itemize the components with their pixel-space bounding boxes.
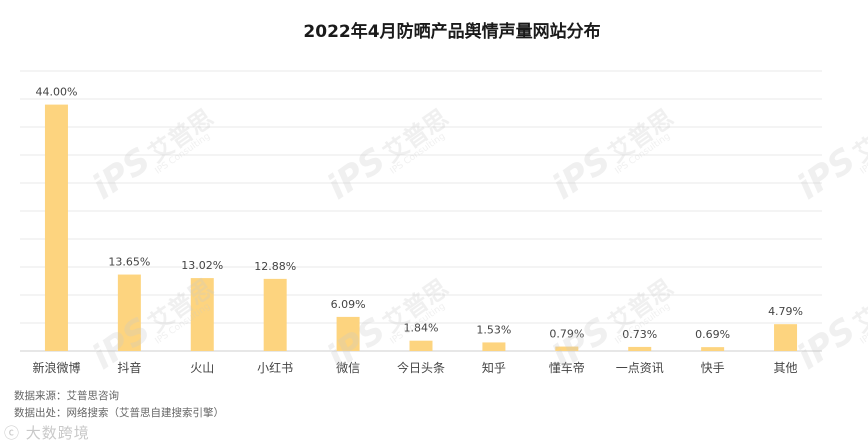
category-label: 今日头条 [397,360,445,375]
value-label: 13.02% [181,259,223,272]
value-label: 6.09% [331,298,366,311]
category-label: 小红书 [257,360,293,375]
chart-title: 2022年4月防晒产品舆情声量网站分布 [303,21,600,42]
brand-text: 大数跨境 [25,424,90,442]
bar [263,278,287,351]
brand-mark: ⓒ 大数跨境 [4,422,90,443]
category-labels: 新浪微博 抖音 火山 小红书 微信 今日头条 知乎 懂车帝 一点资讯 快手 其他 [32,360,797,375]
gridlines [20,70,822,352]
bar [482,342,506,351]
bar [628,346,652,351]
bar [774,324,798,351]
bar [117,274,141,351]
category-label: 微信 [336,361,360,375]
value-label: 1.84% [404,322,439,335]
value-label: 0.79% [549,328,584,341]
category-label: 其他 [774,361,798,375]
value-label: 44.00% [35,86,77,99]
category-label: 懂车帝 [549,360,585,375]
brand-icon: ⓒ [4,424,21,442]
value-label: 1.53% [476,323,511,336]
bar [701,347,725,351]
value-label: 13.65% [108,256,150,269]
category-label: 抖音 [117,360,141,375]
category-label: 知乎 [482,361,506,375]
value-label: 0.73% [622,328,657,341]
bar [190,278,214,351]
category-label: 新浪微博 [32,360,80,375]
category-label: 一点资讯 [616,361,664,375]
bar [555,346,579,351]
source-line: 数据来源：艾普思咨询 [14,390,119,402]
source-notes: 数据来源：艾普思咨询 数据出处：网络搜索（艾普思自建搜索引擎） [14,388,224,422]
bar [44,104,68,351]
bars [44,104,798,351]
bar [336,316,360,351]
origin-line: 数据出处：网络搜索（艾普思自建搜索引擎） [14,407,224,419]
value-label: 4.79% [768,305,803,318]
value-label: 0.69% [695,328,730,341]
value-labels: 44.00% 13.65% 13.02% 12.88% 6.09% 1.84% 1.53% 0… [35,86,803,342]
bar [409,340,433,351]
value-label: 12.88% [254,260,296,273]
category-label: 火山 [190,361,214,375]
category-label: 快手 [701,361,725,375]
